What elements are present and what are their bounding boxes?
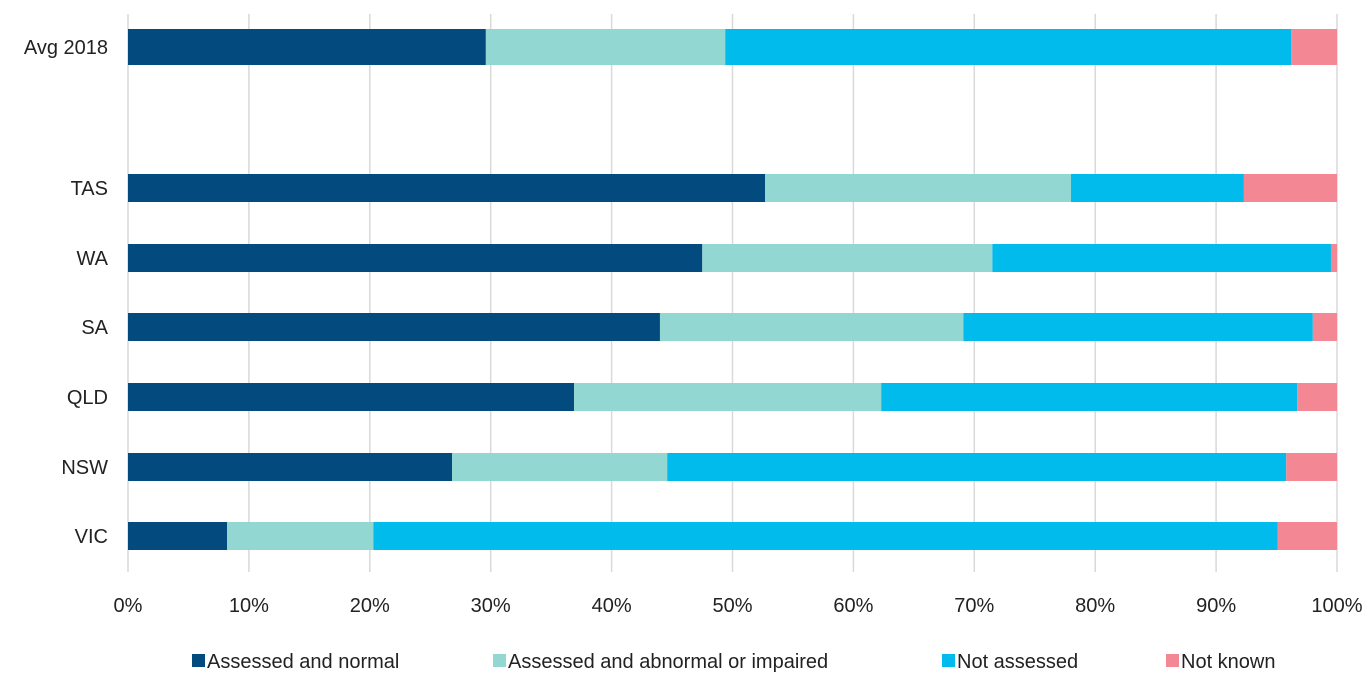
legend-swatch-not-assessed [942, 654, 955, 667]
category-label-wa: WA [77, 248, 109, 270]
bar-layer [128, 29, 1337, 550]
x-tick-80: 80% [1075, 595, 1115, 617]
legend-label-assessed-and-abnormal-or-impaired: Assessed and abnormal or impaired [508, 651, 828, 673]
bar-vic-not-known [1277, 522, 1337, 550]
category-labels: Avg 2018 TAS WA SA QLD NSW VIC [24, 37, 109, 548]
legend-item-not-assessed: Not assessed [942, 651, 1078, 673]
x-tick-20: 20% [350, 595, 390, 617]
legend-item-not-known: Not known [1166, 651, 1276, 673]
bar-vic-assessed-and-normal [128, 522, 228, 550]
category-label-nsw: NSW [61, 457, 108, 479]
bar-wa-assessed-and-abnormal-or-impaired [702, 244, 993, 272]
legend-swatch-not-known [1166, 654, 1179, 667]
bar-avg-2018-assessed-and-abnormal-or-impaired [485, 29, 726, 65]
legend: Assessed and normal Assessed and abnormal… [192, 651, 1276, 673]
category-label-qld: QLD [67, 387, 108, 409]
bar-tas-not-known [1243, 174, 1337, 202]
bar-nsw-not-known [1286, 453, 1337, 481]
bar-wa-not-assessed [992, 244, 1331, 272]
bar-sa-assessed-and-normal [128, 313, 660, 341]
bar-sa-not-known [1312, 313, 1337, 341]
category-label-sa: SA [81, 317, 108, 339]
bar-qld-not-known [1297, 383, 1337, 411]
category-label-tas: TAS [71, 178, 108, 200]
x-tick-90: 90% [1196, 595, 1236, 617]
legend-item-assessed-and-normal: Assessed and normal [192, 651, 399, 673]
bar-sa-assessed-and-abnormal-or-impaired [659, 313, 964, 341]
legend-label-assessed-and-normal: Assessed and normal [207, 651, 399, 673]
x-tick-0: 0% [114, 595, 143, 617]
x-tick-labels: 0% 10% 20% 30% 40% 50% 60% 70% 80% 90% 100% [114, 595, 1363, 617]
bar-sa-not-assessed [963, 313, 1313, 341]
x-tick-100: 100% [1311, 595, 1362, 617]
x-tick-30: 30% [471, 595, 511, 617]
bar-wa-assessed-and-normal [128, 244, 703, 272]
bar-vic-assessed-and-abnormal-or-impaired [227, 522, 374, 550]
category-label-avg-2018: Avg 2018 [24, 37, 108, 59]
x-tick-50: 50% [712, 595, 752, 617]
bar-tas-assessed-and-normal [128, 174, 766, 202]
bar-qld-not-assessed [881, 383, 1298, 411]
legend-label-not-assessed: Not assessed [957, 651, 1078, 673]
bar-tas-assessed-and-abnormal-or-impaired [765, 174, 1072, 202]
bar-avg-2018-assessed-and-normal [128, 29, 486, 65]
bar-avg-2018-not-known [1291, 29, 1337, 65]
bar-qld-assessed-and-abnormal-or-impaired [574, 383, 882, 411]
bar-wa-not-known [1330, 244, 1337, 272]
x-tick-10: 10% [229, 595, 269, 617]
bar-tas-not-assessed [1071, 174, 1244, 202]
legend-swatch-assessed-and-abnormal-or-impaired [493, 654, 506, 667]
bar-vic-not-assessed [373, 522, 1278, 550]
category-label-vic: VIC [75, 526, 108, 548]
legend-label-not-known: Not known [1181, 651, 1276, 673]
x-tick-70: 70% [954, 595, 994, 617]
x-tick-40: 40% [592, 595, 632, 617]
bar-nsw-assessed-and-normal [128, 453, 453, 481]
legend-item-assessed-and-abnormal-or-impaired: Assessed and abnormal or impaired [493, 651, 828, 673]
bar-nsw-assessed-and-abnormal-or-impaired [452, 453, 668, 481]
bar-qld-assessed-and-normal [128, 383, 575, 411]
grid-layer [127, 14, 1338, 572]
bar-nsw-not-assessed [667, 453, 1287, 481]
bar-avg-2018-not-assessed [725, 29, 1292, 65]
legend-swatch-assessed-and-normal [192, 654, 205, 667]
x-tick-60: 60% [833, 595, 873, 617]
